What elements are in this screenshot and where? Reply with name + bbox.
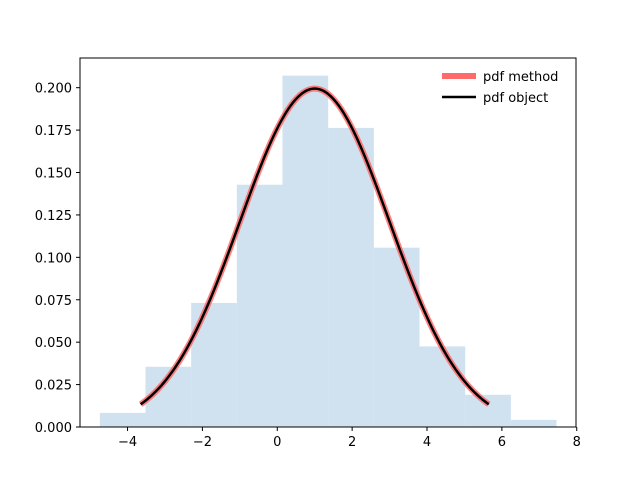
pdf-object-line [139, 87, 490, 406]
y-tick-label: 0.050 [35, 336, 72, 351]
y-tick-label: 0.025 [35, 379, 72, 394]
y-tick-label: 0.000 [35, 421, 72, 436]
y-tick-label: 0.200 [35, 82, 72, 97]
y-axis: 0.000 0.025 0.050 0.075 0.100 0.125 0.150 0.175… [35, 82, 80, 436]
histogram-bar [510, 419, 557, 427]
histogram-bar [236, 184, 283, 427]
x-tick-label: 2 [348, 435, 356, 450]
legend: pdf method pdf object [442, 70, 558, 106]
y-tick-label: 0.100 [35, 251, 72, 266]
histogram-bar [328, 127, 374, 427]
pdf-lines [138, 85, 491, 407]
x-axis: −4 −2 0 2 4 6 8 [118, 427, 581, 450]
histogram-bar [465, 394, 511, 427]
x-tick-label: 8 [573, 435, 581, 450]
y-tick-label: 0.175 [35, 124, 72, 139]
histogram-bar [99, 412, 146, 427]
histogram-bar [282, 75, 329, 427]
plot-frame [79, 57, 577, 428]
x-tick-label: −2 [193, 435, 212, 450]
y-tick-label: 0.150 [35, 167, 72, 182]
y-tick-label: 0.125 [35, 209, 72, 224]
legend-label-pdf-object: pdf object [483, 91, 548, 106]
x-tick-label: −4 [118, 435, 137, 450]
y-tick-label: 0.075 [35, 294, 72, 309]
x-tick-label: 6 [498, 435, 506, 450]
x-tick-label: 0 [273, 435, 281, 450]
histogram-bar [373, 247, 420, 427]
histogram-bar [419, 346, 466, 427]
x-tick-label: 4 [423, 435, 431, 450]
legend-label-pdf-method: pdf method [483, 70, 558, 85]
